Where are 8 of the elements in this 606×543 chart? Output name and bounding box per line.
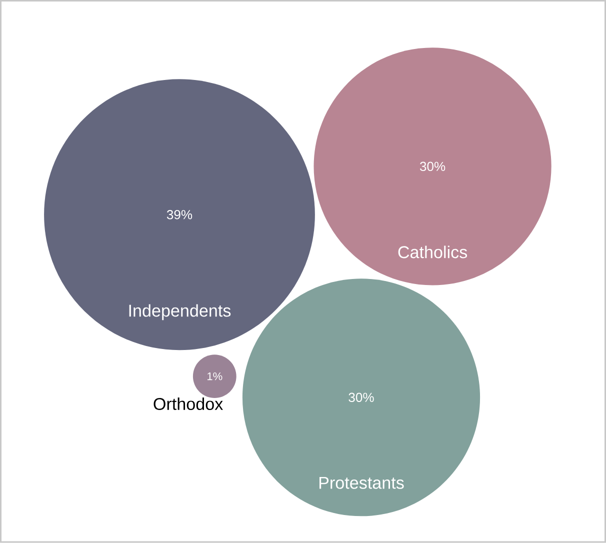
data-label: 1% [208,372,222,380]
data-label: 30% [420,162,446,172]
data-label: 30% [348,392,374,402]
data-label: 39% [166,210,192,220]
category-label: Protestants [319,477,404,490]
category-label: Independents [129,304,231,320]
category-label: Catholics [398,246,468,258]
category-label: Orthodox [154,398,223,410]
